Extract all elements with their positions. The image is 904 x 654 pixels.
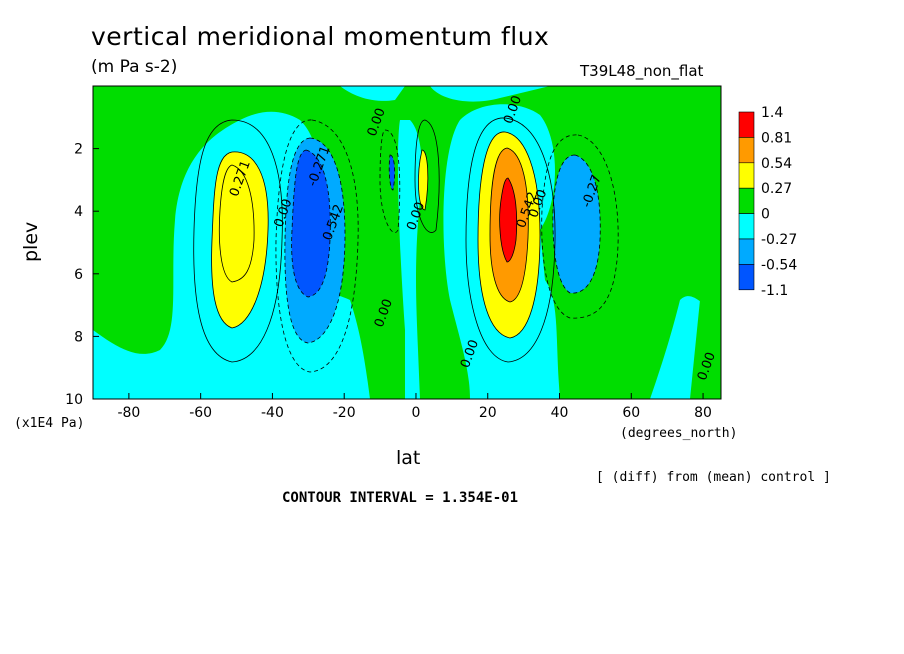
fill-blue-left <box>291 150 331 297</box>
y-tick-label: 4 <box>74 204 83 220</box>
x-axis-unit: (degrees_north) <box>620 426 738 441</box>
colorbar-label: -1.1 <box>761 283 788 299</box>
fill-red-right <box>499 178 517 262</box>
contour-field <box>93 86 721 399</box>
colorbar-label: 0.27 <box>761 181 792 197</box>
colorbar-swatch <box>738 264 755 291</box>
x-tick-label: -20 <box>333 405 356 421</box>
fill-lightblue-right <box>552 155 601 294</box>
x-tick-label: 40 <box>551 405 569 421</box>
x-tick-label: 0 <box>412 405 421 421</box>
fill-yellow-center <box>418 150 428 210</box>
colorbar-label: 0.54 <box>761 156 792 172</box>
colorbar-label: 0.81 <box>761 130 792 146</box>
x-tick-label: -80 <box>117 405 140 421</box>
colorbar: 1.4 0.81 0.54 0.27 0 -0.27 -0.54 -1.1 <box>738 105 797 299</box>
colorbar-label: 0 <box>761 207 770 223</box>
contour-interval: CONTOUR INTERVAL = 1.354E-01 <box>282 490 519 506</box>
y-ticks: 2 4 6 8 10 <box>65 142 99 408</box>
colorbar-swatch <box>738 213 755 240</box>
fill-yellow-left <box>211 151 269 328</box>
colorbar-swatch <box>738 238 755 265</box>
y-tick-label: 2 <box>74 142 83 158</box>
colorbar-label: -0.27 <box>761 232 797 248</box>
colorbar-swatch <box>738 187 755 214</box>
x-tick-label: 60 <box>622 405 640 421</box>
x-tick-label: -60 <box>189 405 212 421</box>
x-tick-label: 80 <box>694 405 712 421</box>
y-axis-label: plev <box>20 221 42 262</box>
y-tick-label: 10 <box>65 392 83 408</box>
colorbar-label: 1.4 <box>761 105 783 121</box>
fill-cyan-bottomleft <box>93 340 160 399</box>
y-axis-unit: (x1E4 Pa) <box>14 416 85 431</box>
y-tick-label: 6 <box>74 267 83 283</box>
diff-note: [ (diff) from (mean) control ] <box>596 470 831 485</box>
colorbar-swatch <box>738 162 755 189</box>
colorbar-label: -0.54 <box>761 257 797 273</box>
y-tick-label: 8 <box>74 329 83 345</box>
colorbar-swatch <box>738 111 755 138</box>
chart-units: (m Pa s-2) <box>91 57 178 77</box>
x-tick-label: 20 <box>479 405 497 421</box>
run-label: T39L48_non_flat <box>580 62 704 80</box>
plot-frame <box>92 85 722 400</box>
contour-lines <box>193 117 619 373</box>
fill-green-right <box>690 288 721 399</box>
x-ticks: -80 -60 -40 -20 0 20 40 60 80 <box>117 393 712 421</box>
x-axis-label: lat <box>396 447 421 469</box>
colorbar-swatch <box>738 137 755 164</box>
chart-title: vertical meridional momentum flux <box>91 22 550 51</box>
x-tick-label: -40 <box>261 405 284 421</box>
fill-blue-center <box>389 155 395 190</box>
